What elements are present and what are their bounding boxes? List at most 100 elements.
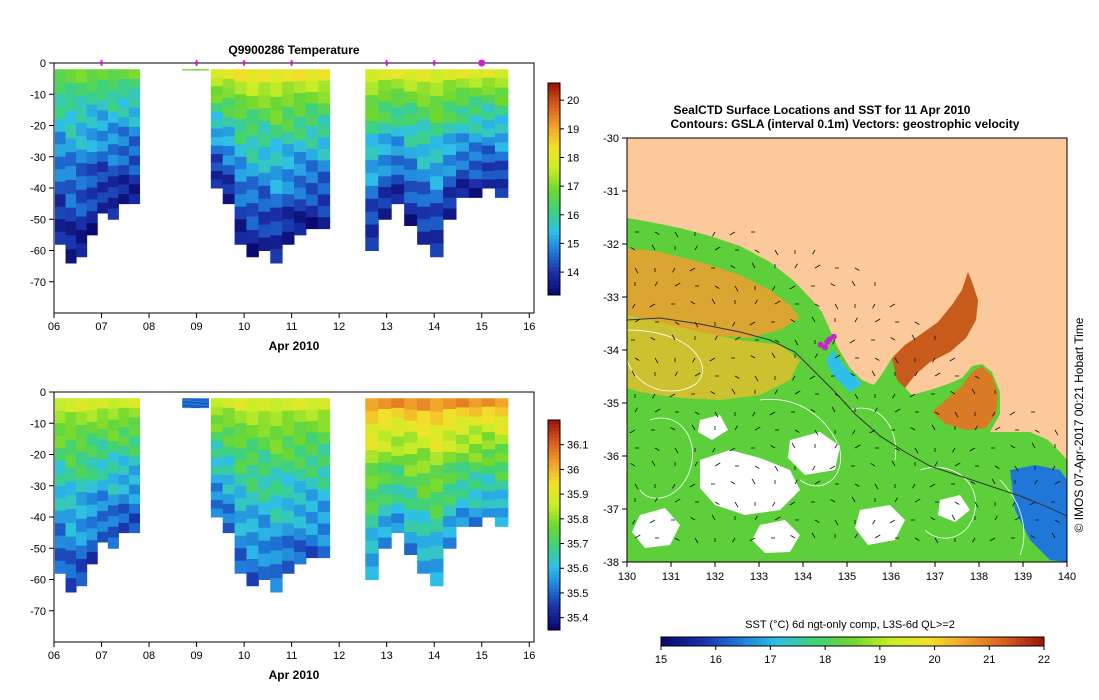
velocity-vector <box>771 352 776 359</box>
section-cell <box>417 169 431 183</box>
section-cell <box>317 489 331 502</box>
velocity-vector <box>1034 429 1040 433</box>
section-cell <box>246 122 259 137</box>
section-cell <box>128 436 141 447</box>
section-cell <box>65 221 77 236</box>
section-cell <box>456 508 470 518</box>
section-cell <box>86 516 98 529</box>
colorbar-swatch <box>548 609 560 613</box>
section-cell <box>54 144 67 158</box>
velocity-vector <box>1031 442 1036 449</box>
velocity-vector <box>649 303 656 308</box>
sst-colorbar-swatch <box>785 637 791 646</box>
x-tick-label: 08 <box>143 650 155 662</box>
section-cell <box>76 398 88 413</box>
section-cell <box>468 160 483 171</box>
colorbar-swatch <box>548 160 560 165</box>
section-cell <box>294 104 307 118</box>
colorbar-swatch <box>548 199 560 204</box>
section-cell <box>246 545 259 560</box>
section-cell <box>365 398 379 412</box>
section-cell <box>456 115 470 125</box>
colorbar-tick-label: 35.5 <box>567 588 588 600</box>
section-cell <box>222 407 236 418</box>
section-cell <box>65 467 77 482</box>
colorbar-tick-label: 35.4 <box>567 613 588 625</box>
sst-colorbar-swatch <box>909 637 916 646</box>
velocity-vector <box>934 461 938 467</box>
velocity-vector <box>670 427 676 431</box>
velocity-vector <box>710 391 716 395</box>
sst-map-y-ticks: -30 -31 -32 -33 -34 -35 -36 -37 -38 <box>603 133 627 569</box>
section-cell <box>234 106 247 120</box>
section-cell <box>182 398 192 400</box>
section-cell <box>443 516 457 528</box>
section-cell <box>86 540 98 553</box>
colorbar-swatch <box>548 164 560 169</box>
sst-colorbar-swatch <box>957 637 964 646</box>
section-cell <box>468 462 483 472</box>
section-cell <box>86 469 98 482</box>
section-cell <box>305 546 319 559</box>
velocity-vector <box>754 249 760 253</box>
section-cell <box>468 444 483 454</box>
x-tick-label: 08 <box>143 321 155 333</box>
section-cell <box>191 404 201 406</box>
section-cell <box>317 432 331 445</box>
colorbar-swatch <box>548 150 560 155</box>
colorbar-swatch <box>548 500 560 505</box>
section-cell <box>107 408 119 421</box>
colorbar-swatch <box>548 107 560 112</box>
section-cell <box>76 229 88 244</box>
section-cell <box>404 192 418 204</box>
section-cell <box>391 475 405 486</box>
sst-colorbar-swatch <box>857 637 863 646</box>
section-cell <box>391 407 405 418</box>
section-cell <box>246 69 259 84</box>
velocity-vector <box>972 537 976 543</box>
section-cell <box>430 149 444 164</box>
sst-colorbar-swatch <box>1005 637 1011 646</box>
velocity-vector <box>714 411 719 418</box>
section-cell <box>294 116 307 129</box>
colorbar-swatch <box>548 451 560 456</box>
section-cell <box>481 103 496 113</box>
section-cell <box>222 155 236 166</box>
section-cell <box>494 407 509 418</box>
section-cell <box>210 128 224 138</box>
colorbar-swatch <box>548 588 560 592</box>
section-cell <box>234 485 247 499</box>
section-cell <box>391 184 405 195</box>
velocity-vector <box>809 375 816 380</box>
velocity-vector <box>754 299 758 305</box>
temperature-section-panel: Q9900286 Temperature 06 07 08 09 10 11 12 13 14 1… <box>30 43 579 353</box>
section-cell <box>365 82 379 96</box>
sst-colorbar-swatch <box>862 637 868 646</box>
section-cell <box>305 80 319 93</box>
section-cell <box>494 69 509 79</box>
section-cell <box>54 219 67 233</box>
y-tick-label: -30 <box>30 152 46 164</box>
section-cell <box>365 198 379 213</box>
section-cell <box>294 421 307 435</box>
velocity-vector <box>832 339 836 345</box>
section-cell <box>481 77 496 87</box>
section-cell <box>404 476 418 489</box>
section-cell <box>258 159 271 174</box>
section-cell <box>404 454 418 466</box>
section-cell <box>258 69 271 83</box>
section-cell <box>222 503 236 514</box>
section-cell <box>365 159 379 174</box>
section-cell <box>246 109 259 124</box>
sst-colorbar-swatch <box>689 637 696 646</box>
section-cell <box>282 106 295 120</box>
section-cell <box>391 436 405 447</box>
section-cell <box>443 79 457 92</box>
colorbar-swatch <box>548 595 560 599</box>
colorbar-swatch <box>548 111 560 116</box>
velocity-vector <box>734 425 738 431</box>
section-cell <box>417 156 431 170</box>
section-cell <box>118 165 130 176</box>
y-tick-label: 0 <box>40 58 46 70</box>
